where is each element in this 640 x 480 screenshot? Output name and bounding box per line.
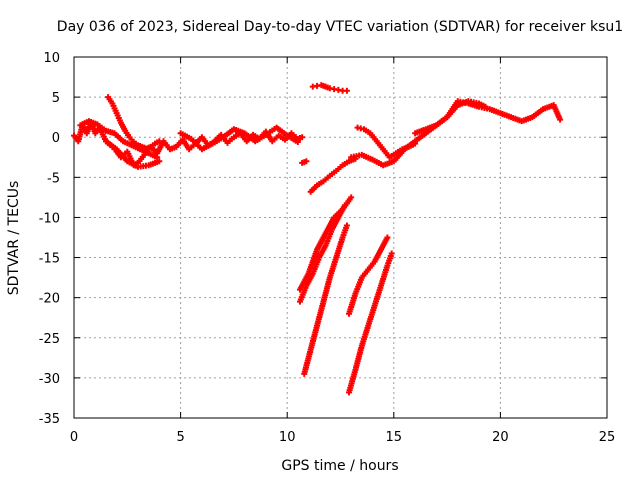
y-axis-label: SDTVAR / TECUs: [6, 181, 22, 296]
series-recovery-3: [412, 98, 564, 137]
y-tick-label: 10: [43, 51, 60, 66]
x-tick-label: 25: [599, 430, 616, 445]
y-tick-label: 0: [52, 131, 60, 146]
data-point: [343, 222, 350, 229]
x-tick-label: 0: [70, 430, 78, 445]
data-point: [348, 194, 355, 201]
plot-frame: [73, 56, 608, 419]
x-tick-label: 5: [176, 430, 184, 445]
y-tick-label: -10: [39, 211, 60, 226]
y-tick-label: -15: [39, 252, 60, 267]
data-point: [557, 116, 564, 123]
series-arc-3: [177, 124, 301, 153]
series-steep-5: [346, 250, 395, 396]
data-point: [156, 158, 163, 165]
data-point: [384, 234, 391, 241]
series-climb-1: [307, 155, 359, 195]
data-point: [299, 134, 306, 141]
y-tick-label: -25: [39, 332, 60, 347]
series-top-1: [309, 82, 350, 94]
x-axis-label: GPS time / hours: [281, 458, 398, 474]
data-point: [294, 139, 301, 146]
y-tick-label: -20: [39, 292, 60, 307]
chart-title: Day 036 of 2023, Sidereal Day-to-day VTE…: [57, 19, 623, 35]
ticks: 0 5 10 15 20 25 -35 -30 -25 -20 -15 -10 -5 0 5 10: [39, 51, 616, 445]
series-drop-1: [299, 158, 310, 166]
series-steep-3: [301, 222, 350, 377]
series-steep-4: [346, 234, 391, 317]
y-tick-label: 5: [52, 91, 60, 106]
data-point: [388, 250, 395, 257]
data-point: [156, 138, 163, 145]
series-steep-2: [296, 194, 355, 293]
series-arc-1: [105, 94, 163, 152]
x-tick-label: 20: [492, 430, 509, 445]
data-points: [71, 82, 564, 396]
y-tick-label: -5: [47, 171, 60, 186]
data-point: [303, 158, 310, 165]
y-tick-label: -30: [39, 372, 60, 387]
data-point: [343, 87, 350, 94]
y-tick-label: -35: [39, 412, 60, 427]
x-tick-label: 15: [386, 430, 403, 445]
series-arc-2: [102, 138, 163, 170]
series-upper-0: [77, 118, 161, 161]
x-tick-label: 10: [279, 430, 296, 445]
